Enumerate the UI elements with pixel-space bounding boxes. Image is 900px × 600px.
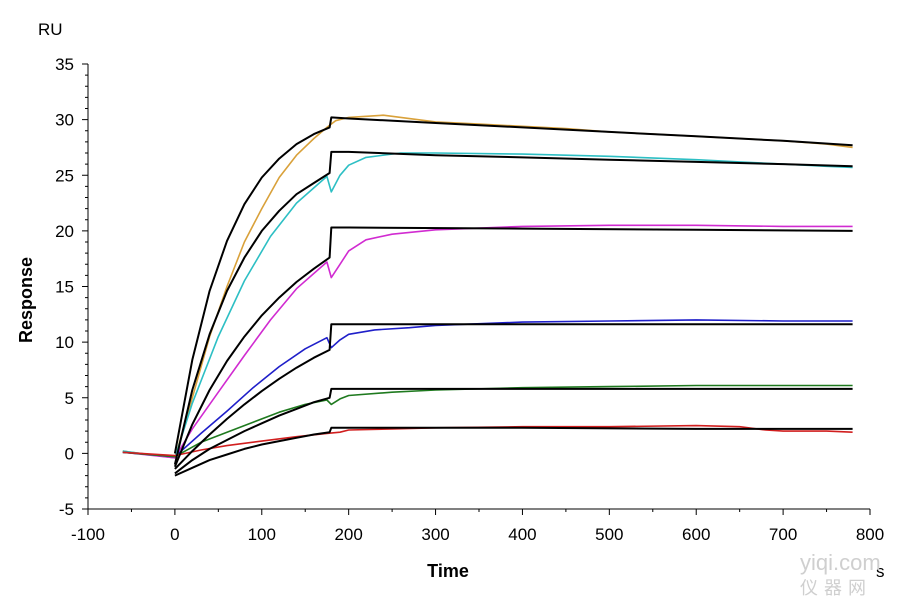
x-tick-label: 500 <box>595 525 623 544</box>
x-ticks: -100 0 100 200 300 400 500 600 700 800 <box>71 509 884 544</box>
response-curve-4 <box>122 384 853 458</box>
response-curve-2 <box>122 224 853 459</box>
response-curve-1 <box>122 152 853 459</box>
response-curve-3 <box>122 319 853 458</box>
y-tick-label: 5 <box>65 389 74 408</box>
axes: -100 0 100 200 300 400 500 600 700 800 -5 0 5 10 15 20… <box>55 55 884 544</box>
y-ticks: -5 0 5 10 15 20 25 30 35 <box>55 55 88 519</box>
x-tick-label: 200 <box>334 525 362 544</box>
y-tick-label: 0 <box>65 444 74 463</box>
fit-curve-7 <box>173 150 853 465</box>
y-tick-label: 10 <box>55 333 74 352</box>
y-unit-label: RU <box>38 20 63 39</box>
y-tick-label: 30 <box>55 111 74 130</box>
x-tick-label: 400 <box>508 525 536 544</box>
y-tick-label: -5 <box>59 500 74 519</box>
watermark-domain: yiqi.com <box>800 550 881 575</box>
x-tick-label: -100 <box>71 525 105 544</box>
series-group <box>122 114 853 477</box>
x-tick-label: 600 <box>682 525 710 544</box>
y-tick-label: 20 <box>55 222 74 241</box>
response-curve-5 <box>122 424 853 457</box>
x-tick-label: 100 <box>248 525 276 544</box>
fit-curve-9 <box>174 323 853 470</box>
y-tick-label: 25 <box>55 166 74 185</box>
x-tick-label: 300 <box>421 525 449 544</box>
fit-curve-11 <box>174 426 853 477</box>
y-tick-label: 35 <box>55 55 74 74</box>
x-tick-label: 0 <box>170 525 179 544</box>
watermark-chinese: 仪器网 <box>800 578 872 598</box>
fit-curve-6 <box>173 116 853 454</box>
y-tick-label: 15 <box>55 278 74 297</box>
x-unit-label: s <box>876 562 885 581</box>
y-axis-title: Response <box>16 257 36 343</box>
x-axis-title: Time <box>427 561 469 581</box>
x-tick-label: 700 <box>769 525 797 544</box>
x-tick-label: 800 <box>856 525 884 544</box>
fit-curve-10 <box>174 387 853 475</box>
fit-curve-8 <box>173 226 853 468</box>
